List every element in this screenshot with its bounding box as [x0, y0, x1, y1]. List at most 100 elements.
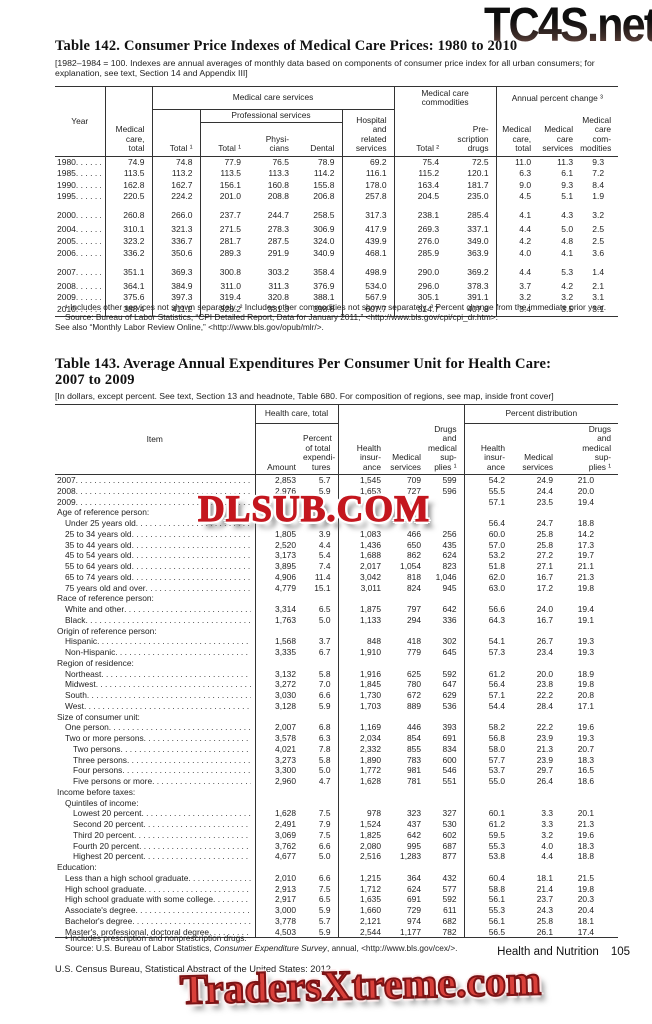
table-cell: 57.0 — [488, 539, 506, 550]
table-cell: 4.8 — [561, 236, 574, 247]
table-row: Associate's degree 3,000 5.9 1,660 729 611 55.… — [55, 905, 618, 916]
table-cell: 160.8 — [267, 179, 289, 190]
table-cell: 1,916 — [360, 668, 381, 679]
table143-title: Table 143. Average Annual Expenditures P… — [55, 356, 620, 388]
table-cell: 1,283 — [400, 851, 421, 862]
table-cell: 340.9 — [296, 247, 343, 260]
table-cell: 55.5 — [488, 485, 506, 496]
table-cell: 446 — [407, 722, 421, 733]
table-cell: 349.0 — [446, 236, 497, 248]
table-cell — [255, 862, 303, 873]
table-row: Less than a high school graduate 2,010 6.6… — [55, 872, 618, 884]
table-cell: 1,825 — [360, 829, 381, 840]
table-cell: 53.2 — [488, 550, 506, 561]
table-cell: 276.0 — [417, 236, 440, 247]
table-cell: 19.3 — [577, 647, 595, 657]
table-cell: 21.1 — [577, 561, 595, 571]
table-cell: 358.4 — [296, 259, 343, 281]
row-label: Hispanic — [55, 636, 256, 647]
dot-leader — [76, 236, 101, 248]
col-header-medical-care-total: Medical care, total — [105, 86, 153, 156]
table-cell: 7.2 — [592, 168, 605, 179]
table-cell: 113.2 — [152, 168, 201, 180]
table-row: Third 20 percent 3,069 7.5 1,825 642 602 59.5 3… — [55, 829, 618, 841]
table-cell: 468.1 — [342, 247, 395, 260]
table-cell: 20.0 — [536, 668, 554, 679]
table-cell: 625 — [407, 668, 421, 679]
dot-leader — [76, 157, 101, 169]
table-row: 55 to 64 years old 3,895 7.4 2,017 1,054 823 5… — [55, 561, 618, 572]
table-cell: 18.1 — [577, 915, 595, 926]
table-cell: 1,845 — [360, 679, 381, 690]
table-cell — [512, 626, 560, 637]
table-cell — [388, 862, 428, 873]
col-group-medical-care-commodities: Medical care commodities — [394, 86, 497, 110]
table-cell: 4.5 — [519, 191, 532, 202]
table-row: One person 2,007 6.8 1,169 446 393 58.2 22.2 19.… — [55, 722, 618, 733]
table-cell — [255, 787, 303, 798]
table-cell — [255, 712, 303, 723]
table-cell: 5.9 — [303, 485, 339, 497]
table-cell: 672 — [407, 690, 421, 700]
table-cell: 29.7 — [536, 765, 554, 776]
table-cell — [388, 658, 428, 669]
table-cell: 20.8 — [577, 690, 595, 700]
row-label: South — [55, 690, 256, 701]
table-cell — [338, 626, 388, 637]
table-cell: 1,805 — [275, 528, 296, 539]
table-cell: 56.4 — [488, 679, 506, 690]
table-cell: 1,635 — [360, 894, 381, 905]
table-cell: 17.2 — [536, 582, 554, 593]
table-cell: 74.8 — [152, 156, 201, 169]
col-header-health-insurance: Health insur- ance — [356, 442, 381, 472]
dot-leader — [76, 180, 101, 192]
table-cell: 6.1 — [561, 168, 574, 179]
table-cell — [303, 625, 339, 637]
table-cell: 26.4 — [536, 776, 554, 786]
row-label: White and other — [55, 604, 256, 615]
table-cell: 407.8 — [446, 304, 497, 317]
table-cell: 55.3 — [488, 905, 506, 915]
table-cell: 19.8 — [577, 582, 595, 593]
table-cell: 2,017 — [360, 561, 381, 571]
table143: Item Health care, total Percent distribu… — [55, 404, 619, 939]
dot-leader — [115, 647, 250, 658]
dot-leader — [76, 210, 101, 222]
table-cell: 57.7 — [488, 754, 506, 765]
col-header-apc-medical-care-total: Medical care, total — [502, 124, 532, 153]
table-cell: 393 — [428, 722, 465, 733]
table-cell: 4,677 — [275, 851, 296, 862]
table-cell: 260.8 — [105, 202, 153, 225]
table-row: Size of consumer unit: — [55, 711, 618, 723]
row-label: 2004 — [55, 224, 106, 237]
footnote-text: ¹ Includes other services not shown sepa… — [65, 302, 607, 312]
table-cell — [303, 862, 339, 873]
table-cell: 5.1 — [561, 191, 574, 202]
table-row: Under 25 years old 56.4 24.7 18.8 — [55, 518, 618, 529]
table-cell: 2,960 — [275, 776, 296, 786]
table-cell: 691 — [407, 894, 421, 905]
table-cell: 57.1 — [488, 690, 506, 700]
table-cell: 411.2 — [152, 304, 201, 317]
table-cell — [512, 712, 560, 723]
table-cell — [464, 658, 512, 669]
table-cell — [255, 798, 303, 809]
table-cell: 21.0 — [577, 475, 595, 485]
row-label: Black — [55, 614, 256, 626]
table-cell: 56.1 — [488, 894, 506, 905]
table-cell: 25.8 — [536, 528, 554, 539]
table-cell: 981 — [407, 765, 421, 776]
table-cell — [464, 712, 512, 723]
table-cell: 63.0 — [488, 582, 506, 593]
table-cell: 4.4 — [303, 539, 339, 551]
table-cell: 23.7 — [536, 894, 554, 905]
table-cell: 77.9 — [224, 156, 241, 167]
table-cell: 58.0 — [488, 743, 506, 754]
table-cell: 530 — [428, 819, 465, 830]
table-cell: 611 — [428, 905, 465, 916]
table-cell: 19.1 — [577, 614, 595, 625]
table-cell: 577 — [428, 883, 465, 895]
table-cell: 5.0 — [561, 224, 574, 235]
